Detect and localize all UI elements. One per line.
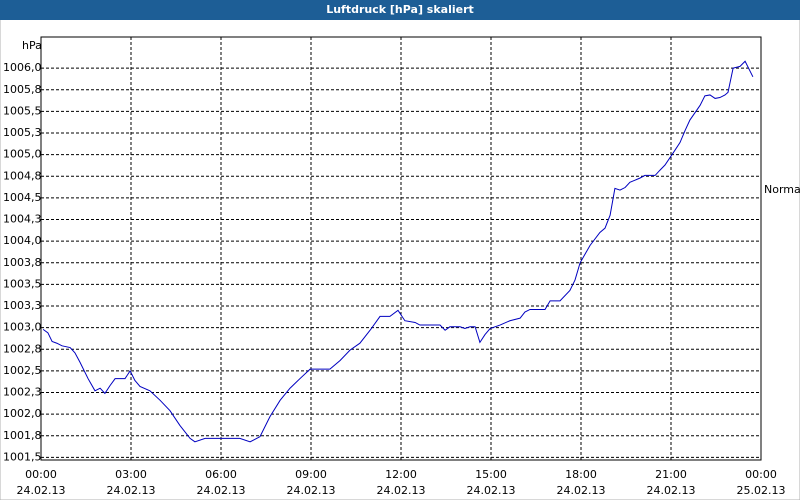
x-tick-label: 09:00 — [295, 468, 327, 481]
x-tick-date: 24.02.13 — [467, 484, 516, 497]
y-tick-label: 1004,0 — [3, 234, 42, 247]
y-tick-label: 1003,8 — [3, 256, 42, 269]
y-tick-label: 1001,5 — [3, 450, 42, 463]
x-tick-label: 00:00 — [745, 468, 777, 481]
y-tick-label: 1006,0 — [3, 61, 42, 74]
x-tick-date: 25.02.13 — [737, 484, 786, 497]
title-bar — [0, 0, 800, 20]
y-tick-label: 1004,5 — [3, 191, 42, 204]
x-tick-label: 21:00 — [655, 468, 687, 481]
plot-frame — [40, 36, 762, 461]
y-tick-label: 1002,5 — [3, 364, 42, 377]
y-tick-label: 1001,8 — [3, 429, 42, 442]
x-tick-label: 06:00 — [205, 468, 237, 481]
x-tick-date: 24.02.13 — [107, 484, 156, 497]
y-tick-label: 1004,3 — [3, 213, 42, 226]
y-tick-label: 1002,0 — [3, 407, 42, 420]
x-tick-label: 15:00 — [475, 468, 507, 481]
x-tick-label: 18:00 — [565, 468, 597, 481]
y-tick-label: 1003,3 — [3, 299, 42, 312]
y-tick-label: 1003,5 — [3, 277, 42, 290]
annotation: Normal — [764, 183, 800, 196]
y-tick-label: 1002,8 — [3, 342, 42, 355]
x-tick-date: 24.02.13 — [197, 484, 246, 497]
y-tick-label: 1004,8 — [3, 169, 42, 182]
x-tick-label: 12:00 — [385, 468, 417, 481]
y-tick-label: 1005,3 — [3, 126, 42, 139]
x-tick-date: 24.02.13 — [377, 484, 426, 497]
x-tick-label: 00:00 — [25, 468, 57, 481]
chart-title: Luftdruck [hPa] skaliert — [326, 3, 474, 16]
x-tick-date: 24.02.13 — [287, 484, 336, 497]
x-tick-date: 24.02.13 — [17, 484, 66, 497]
y-axis-label: hPa — [22, 39, 42, 52]
y-tick-label: 1005,8 — [3, 83, 42, 96]
y-tick-label: 1003,0 — [3, 321, 42, 334]
y-tick-label: 1005,5 — [3, 104, 42, 117]
y-tick-label: 1002,3 — [3, 386, 42, 399]
x-tick-date: 24.02.13 — [647, 484, 696, 497]
x-tick-label: 03:00 — [115, 468, 147, 481]
x-tick-date: 24.02.13 — [557, 484, 606, 497]
data-line — [42, 60, 754, 443]
y-tick-label: 1005,0 — [3, 148, 42, 161]
